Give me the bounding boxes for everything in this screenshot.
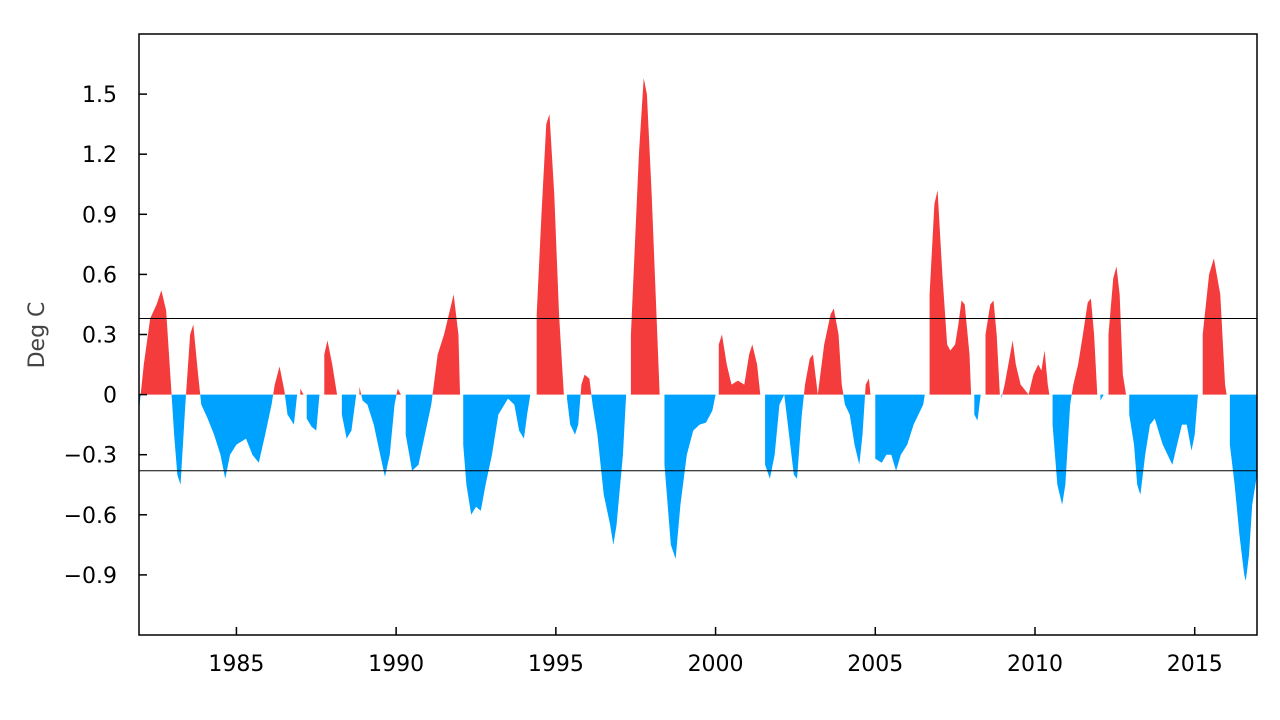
positive-anomaly-segment-39 xyxy=(1202,258,1227,395)
negative-anomaly-segment-6 xyxy=(284,394,298,425)
positive-anomaly-segment-23 xyxy=(718,334,761,395)
y-tick-label: 0.9 xyxy=(82,203,117,228)
negative-anomaly-segment-14 xyxy=(405,394,433,471)
x-tick-label: 2015 xyxy=(1167,652,1223,677)
negative-anomaly-segment-32 xyxy=(1001,394,1003,399)
negative-anomaly-segment-2 xyxy=(171,394,186,485)
negative-anomaly-segment-4 xyxy=(200,394,274,479)
positive-anomaly-segment-31 xyxy=(985,300,1000,395)
negative-anomaly-segment-28 xyxy=(875,394,925,471)
reference-lines xyxy=(139,317,1257,472)
positive-anomaly-segment-7 xyxy=(300,388,304,395)
positive-anomaly-segment-27 xyxy=(865,378,871,395)
negative-anomaly-segment-36 xyxy=(1100,394,1104,401)
y-tick-label: 0.3 xyxy=(82,324,117,349)
x-axis: 1985 1990 1995 2000 2005 2010 2015 xyxy=(208,627,1223,677)
y-tick-label: 0.6 xyxy=(82,263,117,288)
negative-anomaly-segment-8 xyxy=(306,394,320,431)
positive-anomaly-segment-37 xyxy=(1108,266,1127,395)
negative-anomaly-segment-18 xyxy=(567,394,581,435)
y-tick-label: 0 xyxy=(103,384,117,409)
negative-anomaly-segment-38 xyxy=(1129,394,1198,495)
x-tick-label: 2010 xyxy=(1007,652,1063,677)
y-axis-title: Deg C xyxy=(25,302,50,369)
positive-anomaly-segment-29 xyxy=(929,190,972,395)
y-axis: −0.9 −0.6 −0.3 0 0.3 0.6 0.9 1.2 1.5 xyxy=(64,83,147,589)
positive-anomaly-segment-17 xyxy=(536,114,564,395)
positive-anomaly-segment-35 xyxy=(1071,298,1098,395)
x-tick-label: 1990 xyxy=(368,652,424,677)
positive-anomaly-segment-9 xyxy=(324,340,338,395)
negative-anomaly-segment-12 xyxy=(361,394,397,477)
negative-anomaly-segment-40 xyxy=(1229,394,1257,581)
negative-anomaly-segment-20 xyxy=(591,394,627,545)
y-tick-label: 1.2 xyxy=(82,143,117,168)
positive-anomaly-segment-5 xyxy=(273,366,285,395)
y-tick-label: −0.3 xyxy=(64,444,117,469)
x-tick-label: 2000 xyxy=(688,652,744,677)
positive-anomaly-segment-15 xyxy=(432,294,461,395)
positive-anomaly-segment-13 xyxy=(396,388,401,395)
positive-anomaly-segment-25 xyxy=(803,308,844,395)
positive-anomaly-segment-3 xyxy=(186,324,201,395)
positive-anomaly-segment-33 xyxy=(1002,340,1050,395)
negative-anomaly-segment-30 xyxy=(974,394,981,421)
y-tick-label: −0.9 xyxy=(64,564,117,589)
x-tick-label: 1995 xyxy=(528,652,584,677)
negative-anomaly-segment-24 xyxy=(765,394,804,479)
positive-anomaly-segment-1 xyxy=(140,290,172,395)
x-tick-label: 1985 xyxy=(208,652,264,677)
y-tick-label: 1.5 xyxy=(82,83,117,108)
positive-anomaly-segment-21 xyxy=(630,78,660,395)
negative-anomaly-segment-10 xyxy=(341,394,357,439)
y-tick-label: −0.6 xyxy=(64,504,117,529)
negative-anomaly-area xyxy=(139,394,1257,581)
negative-anomaly-segment-26 xyxy=(843,394,866,465)
positive-anomaly-segment-11 xyxy=(359,386,362,395)
positive-anomaly-area xyxy=(140,78,1227,395)
x-tick-label: 2005 xyxy=(847,652,903,677)
negative-anomaly-segment-34 xyxy=(1052,394,1072,505)
positive-anomaly-segment-19 xyxy=(580,374,592,395)
negative-anomaly-segment-22 xyxy=(664,394,716,559)
negative-anomaly-segment-16 xyxy=(463,394,531,515)
